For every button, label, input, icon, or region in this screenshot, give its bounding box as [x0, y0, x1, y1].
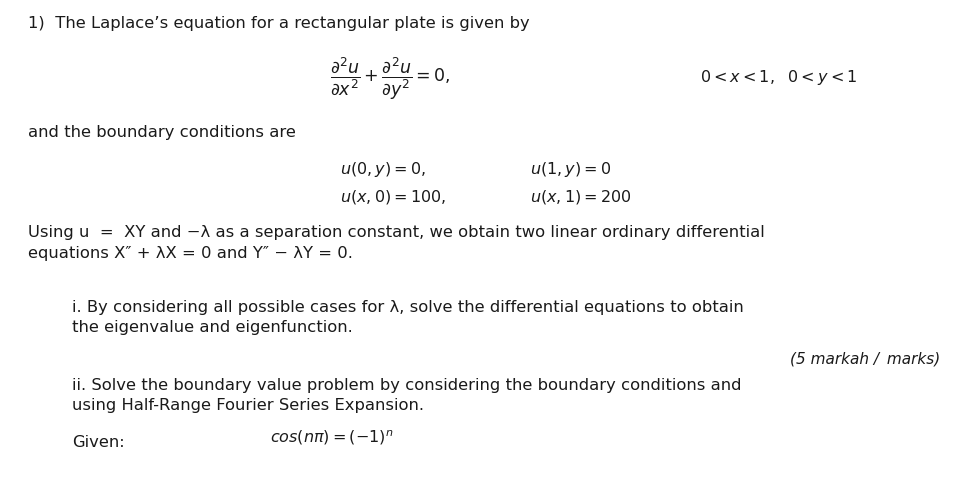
Text: $\dfrac{\partial^2 u}{\partial x^2} + \dfrac{\partial^2 u}{\partial y^2} = 0,$: $\dfrac{\partial^2 u}{\partial x^2} + \d…: [330, 55, 451, 102]
Text: $cos(n\pi) = (-1)^n$: $cos(n\pi) = (-1)^n$: [270, 428, 393, 447]
Text: $0 < x < 1, \ \ 0 < y < 1$: $0 < x < 1, \ \ 0 < y < 1$: [700, 68, 857, 87]
Text: $u(x, 0) = 100,$: $u(x, 0) = 100,$: [340, 188, 446, 206]
Text: $u(0, y) = 0,$: $u(0, y) = 0,$: [340, 160, 426, 179]
Text: 1)  The Laplace’s equation for a rectangular plate is given by: 1) The Laplace’s equation for a rectangu…: [28, 16, 530, 31]
Text: the eigenvalue and eigenfunction.: the eigenvalue and eigenfunction.: [72, 320, 353, 335]
Text: using Half-Range Fourier Series Expansion.: using Half-Range Fourier Series Expansio…: [72, 398, 424, 413]
Text: ii. Solve the boundary value problem by considering the boundary conditions and: ii. Solve the boundary value problem by …: [72, 378, 741, 393]
Text: Using u  =  XY and −λ as a separation constant, we obtain two linear ordinary di: Using u = XY and −λ as a separation cons…: [28, 225, 765, 240]
Text: and the boundary conditions are: and the boundary conditions are: [28, 125, 296, 140]
Text: equations X″ + λX = 0 and Y″ − λY = 0.: equations X″ + λX = 0 and Y″ − λY = 0.: [28, 246, 353, 261]
Text: $u(x, 1) = 200$: $u(x, 1) = 200$: [530, 188, 631, 206]
Text: i. By considering all possible cases for λ, solve the differential equations to : i. By considering all possible cases for…: [72, 300, 744, 315]
Text: $u(1, y) = 0$: $u(1, y) = 0$: [530, 160, 611, 179]
Text: Given:: Given:: [72, 435, 125, 450]
Text: (5 markah /  marks): (5 markah / marks): [790, 352, 940, 367]
